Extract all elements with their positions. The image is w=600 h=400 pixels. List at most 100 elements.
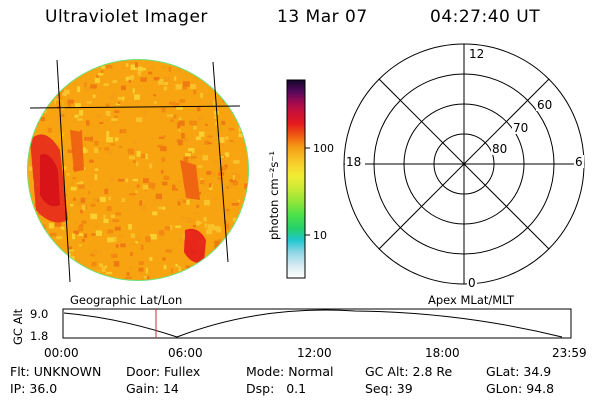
disk-speckle xyxy=(147,276,150,280)
disk-speckle xyxy=(58,96,62,100)
disk-speckle xyxy=(215,122,218,126)
disk-speckle xyxy=(98,147,101,150)
info-mode-label: Mode: xyxy=(246,364,285,379)
disk-speckle xyxy=(74,103,81,108)
disk-speckle xyxy=(228,183,233,189)
disk-speckle xyxy=(204,63,210,68)
disk-speckle xyxy=(206,273,213,278)
disk-speckle xyxy=(247,217,248,221)
disk-speckle xyxy=(82,238,85,243)
orbit-timeline: Geographic Lat/Lon Apex MLat/MLT GC Alt … xyxy=(11,293,587,360)
disk-speckle xyxy=(129,265,133,271)
disk-speckle xyxy=(66,209,71,215)
info-gain: Gain: 14 xyxy=(126,381,179,396)
disk-speckle xyxy=(67,99,74,104)
disk-speckle xyxy=(63,89,70,95)
disk-speckle xyxy=(40,117,46,122)
disk-speckle xyxy=(220,156,224,158)
gc-altitude-curve xyxy=(63,309,563,338)
info-gc-alt: GC Alt: 2.8 Re xyxy=(365,364,452,379)
disk-speckle xyxy=(94,174,98,180)
disk-speckle xyxy=(72,233,76,240)
disk-speckle xyxy=(175,264,178,267)
disk-speckle xyxy=(48,223,55,229)
disk-speckle xyxy=(154,101,157,104)
disk-speckle xyxy=(193,89,197,95)
disk-speckle xyxy=(224,170,227,175)
disk-speckle xyxy=(89,159,94,163)
disk-speckle xyxy=(133,160,136,163)
disk-speckle xyxy=(169,225,173,231)
disk-speckle xyxy=(185,273,191,277)
disk-speckle xyxy=(135,62,138,68)
disk-speckle xyxy=(125,76,133,81)
disk-speckle xyxy=(78,225,83,232)
disk-speckle xyxy=(173,114,178,119)
disk-speckle xyxy=(231,203,239,206)
emission-band-left-inner xyxy=(40,154,60,207)
disk-speckle xyxy=(160,83,164,89)
mlt-label-6: 6 xyxy=(575,155,583,169)
disk-speckle xyxy=(38,230,43,234)
timeline-x-tick-0600: 06:00 xyxy=(168,346,203,360)
disk-speckle xyxy=(233,159,240,164)
disk-speckle xyxy=(238,133,244,138)
disk-speckle xyxy=(137,66,143,72)
disk-speckle xyxy=(94,168,99,171)
disk-speckle xyxy=(63,259,69,264)
info-gc-alt-value: 2.8 Re xyxy=(412,364,453,379)
disk-speckle xyxy=(31,88,35,93)
disk-speckle xyxy=(248,155,255,159)
disk-speckle xyxy=(116,102,121,106)
disk-speckle xyxy=(225,223,230,230)
disk-speckle xyxy=(125,276,132,279)
disk-speckle xyxy=(72,177,76,180)
disk-speckle xyxy=(179,99,186,103)
disk-speckle xyxy=(28,166,33,171)
disk-speckle xyxy=(160,169,164,174)
polar-diagonal-2 xyxy=(378,78,550,250)
mlt-label-18: 18 xyxy=(346,155,361,169)
disk-speckle xyxy=(206,170,212,175)
disk-speckle xyxy=(140,205,147,211)
info-glat: GLat: 34.9 xyxy=(486,364,551,379)
info-seq-label: Seq: xyxy=(365,381,393,396)
info-seq-value: 39 xyxy=(396,381,413,396)
disk-speckle xyxy=(219,269,223,275)
disk-speckle xyxy=(170,268,174,273)
disk-speckle xyxy=(225,98,232,101)
disk-speckle xyxy=(178,266,182,272)
disk-speckle xyxy=(104,147,110,151)
disk-speckle xyxy=(121,129,127,134)
observation-time: 04:27:40 UT xyxy=(430,7,541,27)
disk-speckle xyxy=(139,200,142,206)
disk-speckle xyxy=(129,193,136,196)
disk-speckle xyxy=(107,237,114,243)
info-door-value: Fullex xyxy=(164,364,201,379)
disk-speckle xyxy=(229,179,236,183)
disk-speckle xyxy=(67,149,74,153)
info-glon: GLon: 94.8 xyxy=(486,381,554,396)
disk-speckle xyxy=(104,188,109,195)
disk-speckle xyxy=(241,83,247,89)
timeline-y-label: GC Alt xyxy=(11,308,25,345)
disk-speckle xyxy=(41,62,47,68)
disk-speckle xyxy=(219,144,226,147)
disk-speckle xyxy=(189,120,196,125)
disk-speckle xyxy=(177,117,182,121)
disk-speckle xyxy=(103,83,109,86)
disk-speckle xyxy=(181,133,185,139)
disk-speckle xyxy=(236,93,241,97)
info-door-label: Door: xyxy=(126,364,161,379)
disk-speckle xyxy=(114,137,119,142)
disk-speckle xyxy=(242,115,248,122)
lon-line-1 xyxy=(56,59,71,283)
uv-image-disk xyxy=(27,59,255,283)
disk-speckle xyxy=(231,181,238,186)
info-gain-value: 14 xyxy=(162,381,179,396)
disk-speckle xyxy=(111,118,118,121)
disk-speckle xyxy=(114,110,120,113)
info-glon-label: GLon: xyxy=(486,381,523,396)
disk-speckle xyxy=(130,242,137,245)
disk-speckle xyxy=(80,209,83,214)
